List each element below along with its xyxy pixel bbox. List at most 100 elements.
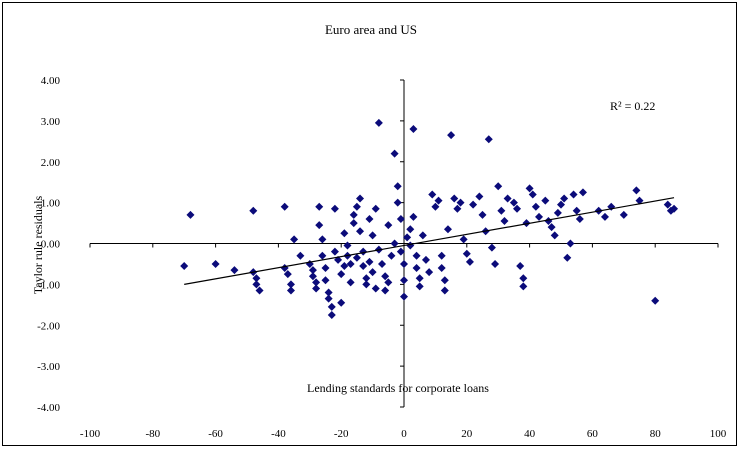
data-point — [374, 118, 383, 127]
data-point — [371, 284, 380, 293]
data-point — [286, 286, 295, 295]
data-point — [412, 251, 421, 260]
data-point — [330, 247, 339, 256]
data-point — [469, 200, 478, 209]
data-point — [384, 278, 393, 287]
data-point — [484, 135, 493, 144]
data-point — [318, 235, 327, 244]
data-point — [456, 198, 465, 207]
data-point — [343, 241, 352, 250]
data-point — [378, 259, 387, 268]
x-tick-label: -100 — [80, 428, 101, 440]
data-point — [415, 282, 424, 291]
data-point — [406, 241, 415, 250]
x-tick-label: 100 — [710, 428, 727, 440]
data-point — [371, 204, 380, 213]
data-point — [600, 212, 609, 221]
data-point — [437, 264, 446, 273]
data-point — [368, 231, 377, 240]
data-point — [327, 311, 336, 320]
data-point — [400, 276, 408, 285]
data-point — [513, 204, 522, 213]
data-point — [346, 259, 355, 268]
data-point — [180, 261, 189, 270]
data-point — [569, 190, 578, 199]
x-tick-label: -60 — [208, 428, 223, 440]
trend-line — [184, 197, 675, 285]
y-tick-label: 1.00 — [41, 198, 61, 210]
data-point — [525, 184, 534, 193]
data-point — [330, 204, 339, 213]
data-point — [563, 253, 572, 262]
data-point — [528, 190, 537, 199]
data-point — [519, 282, 528, 291]
data-point — [381, 272, 390, 281]
data-point — [434, 196, 443, 205]
y-tick-label: -3.00 — [37, 361, 60, 373]
data-point — [368, 268, 377, 277]
data-point — [340, 229, 349, 238]
data-point — [575, 214, 584, 223]
data-point — [453, 204, 462, 213]
data-point — [324, 288, 333, 297]
data-point — [450, 194, 459, 203]
x-tick-label: -80 — [145, 428, 160, 440]
data-point — [400, 292, 408, 301]
data-point — [406, 225, 415, 234]
data-point — [337, 270, 346, 279]
y-axis-label: Taylor rule residuals — [31, 195, 45, 294]
data-point — [431, 202, 440, 211]
data-point — [428, 190, 437, 199]
data-point — [425, 268, 434, 277]
y-tick-label: 2.00 — [41, 157, 61, 169]
data-point — [465, 257, 474, 266]
data-point — [362, 274, 371, 283]
data-point — [346, 278, 355, 287]
data-point — [393, 182, 402, 191]
data-point — [400, 259, 408, 268]
data-point — [315, 221, 324, 230]
data-point — [321, 276, 330, 285]
data-point — [390, 149, 399, 158]
x-tick-label: 0 — [401, 428, 407, 440]
data-point — [211, 259, 220, 268]
data-point — [412, 264, 421, 273]
data-point — [415, 274, 424, 283]
x-axis-label: Lending standards for corporate loans — [307, 381, 489, 395]
data-point — [396, 214, 405, 223]
data-point — [447, 131, 456, 140]
y-tick-label: 3.00 — [41, 116, 61, 128]
data-point — [349, 219, 358, 228]
data-point — [550, 231, 559, 240]
data-point — [578, 188, 587, 197]
data-point — [403, 233, 412, 242]
data-point — [352, 253, 361, 262]
x-tick-labels: -100 -80 -60 -40 -20 0 20 40 60 80 100 — [80, 428, 727, 440]
data-point — [290, 235, 299, 244]
data-point — [651, 296, 660, 305]
data-point — [475, 192, 484, 201]
x-tick-label: 40 — [524, 428, 536, 440]
data-point — [387, 251, 396, 260]
y-tick-labels: 4.00 3.00 2.00 1.00 0.00 -1.00 -2.00 -3.00 -4.00 — [37, 75, 60, 414]
data-point — [312, 284, 321, 293]
data-point — [308, 266, 317, 275]
data-point — [547, 223, 556, 232]
data-point — [312, 278, 321, 287]
data-point — [619, 210, 628, 219]
data-point — [381, 286, 390, 295]
data-point — [437, 251, 446, 260]
data-point — [324, 294, 333, 303]
data-point — [349, 210, 358, 219]
data-point — [421, 255, 430, 264]
data-point — [280, 202, 289, 211]
data-point — [337, 298, 346, 307]
data-point — [249, 206, 258, 215]
data-point — [491, 259, 500, 268]
data-point — [418, 231, 427, 240]
data-point — [252, 280, 261, 289]
data-point — [365, 257, 374, 266]
data-point — [497, 206, 506, 215]
data-point — [487, 243, 496, 252]
